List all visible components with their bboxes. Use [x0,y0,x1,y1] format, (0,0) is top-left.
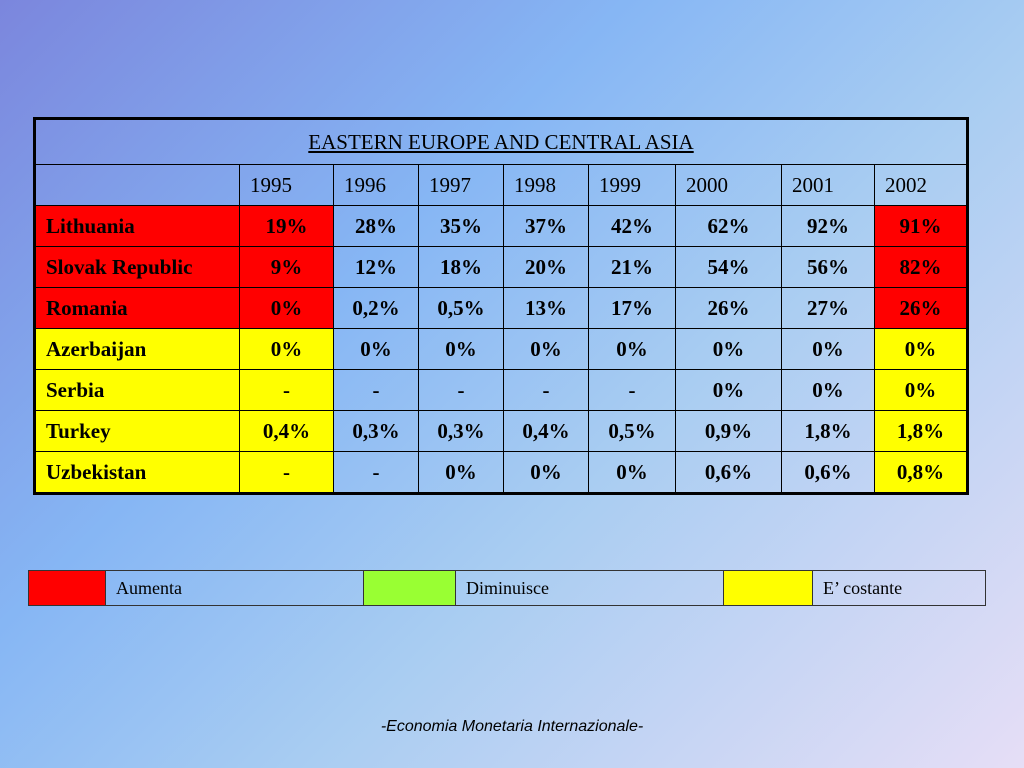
legend-swatch-constant [723,570,813,606]
value-cell: 0% [503,451,589,494]
value-cell: 92% [781,205,875,247]
value-cell: 0% [781,369,875,411]
legend-label-decrease: Diminuisce [455,570,724,606]
value-cell: 0% [418,451,504,494]
table-title: EASTERN EUROPE AND CENTRAL ASIA [34,118,968,165]
country-cell: Azerbaijan [34,328,240,370]
country-cell: Uzbekistan [34,451,240,494]
value-cell: - [333,369,419,411]
value-cell: - [588,369,676,411]
value-cell: 1,8% [874,410,968,452]
value-cell: 28% [333,205,419,247]
value-cell: 0% [874,328,968,370]
value-cell: 0,5% [418,287,504,329]
legend-swatch-decrease [363,570,456,606]
value-cell: 0,9% [675,410,782,452]
value-cell: 0,6% [781,451,875,494]
value-cell: 13% [503,287,589,329]
value-cell: 27% [781,287,875,329]
value-cell: - [333,451,419,494]
year-header-row: 1995 1996 1997 1998 1999 2000 2001 2002 [34,164,968,206]
value-cell: 0,4% [239,410,334,452]
year-header: 1998 [503,164,589,206]
year-header: 1999 [588,164,676,206]
value-cell: 0,5% [588,410,676,452]
legend-swatch-increase [28,570,106,606]
value-cell: 0% [781,328,875,370]
value-cell: 20% [503,246,589,288]
table-row: Romania 0% 0,2% 0,5% 13% 17% 26% 27% 26% [34,287,968,329]
value-cell: 56% [781,246,875,288]
value-cell: 26% [675,287,782,329]
year-header: 2002 [874,164,968,206]
value-cell: 0,6% [675,451,782,494]
value-cell: 9% [239,246,334,288]
year-header: 2000 [675,164,782,206]
legend: Aumenta Diminuisce E’ costante [28,570,986,606]
country-cell: Lithuania [34,205,240,247]
value-cell: 0,3% [333,410,419,452]
country-cell: Serbia [34,369,240,411]
value-cell: 18% [418,246,504,288]
value-cell: 17% [588,287,676,329]
value-cell: - [418,369,504,411]
value-cell: 0,8% [874,451,968,494]
value-cell: 0% [239,287,334,329]
table-row: Uzbekistan - -0% 0% 0% 0,6% 0,6% 0,8% [34,451,968,494]
value-cell: 0% [675,328,782,370]
year-header: 1997 [418,164,504,206]
value-cell: 82% [874,246,968,288]
year-header: 1995 [239,164,334,206]
value-cell: 0% [588,328,676,370]
value-cell: 12% [333,246,419,288]
value-cell: 0,3% [418,410,504,452]
value-cell: 0,2% [333,287,419,329]
legend-label-increase: Aumenta [105,570,364,606]
value-cell: 54% [675,246,782,288]
value-cell: 21% [588,246,676,288]
value-cell: - [503,369,589,411]
country-cell: Slovak Republic [34,246,240,288]
table-row: Serbia - - - - -0% 0% 0% [34,369,968,411]
table-row: Lithuania 19% 28% 35% 37% 42% 62% 92% 91% [34,205,968,247]
legend-label-constant: E’ costante [812,570,986,606]
value-cell: 0% [418,328,504,370]
value-cell: 35% [418,205,504,247]
year-header: 2001 [781,164,875,206]
year-header-empty [34,164,240,206]
value-cell: 26% [874,287,968,329]
value-cell: 0,4% [503,410,589,452]
value-cell: 0% [503,328,589,370]
value-cell: 0% [874,369,968,411]
table-row: Turkey 0,4% 0,3% 0,3% 0,4% 0,5% 0,9% 1,8% 1,8% [34,410,968,452]
footer-text: -Economia Monetaria Internazionale- [380,718,644,735]
value-cell: - [239,451,334,494]
data-table: EASTERN EUROPE AND CENTRAL ASIA 1995 199… [33,117,969,495]
value-cell: - [239,369,334,411]
table-row: Azerbaijan 0% 0% 0% 0% 0% 0% 0% 0% [34,328,968,370]
value-cell: 0% [588,451,676,494]
year-header: 1996 [333,164,419,206]
value-cell: 0% [675,369,782,411]
table-row: Slovak Republic 9% 12% 18% 20% 21% 54% 56% 82% [34,246,968,288]
value-cell: 37% [503,205,589,247]
value-cell: 1,8% [781,410,875,452]
value-cell: 0% [239,328,334,370]
country-cell: Turkey [34,410,240,452]
country-cell: Romania [34,287,240,329]
value-cell: 91% [874,205,968,247]
value-cell: 19% [239,205,334,247]
value-cell: 42% [588,205,676,247]
value-cell: 62% [675,205,782,247]
value-cell: 0% [333,328,419,370]
